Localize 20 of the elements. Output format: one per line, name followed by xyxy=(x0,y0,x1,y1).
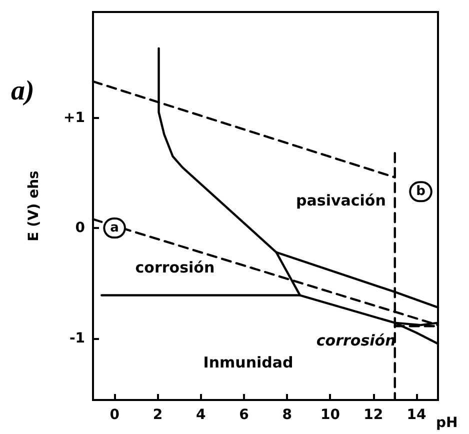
y-tick-label: +1 xyxy=(64,110,85,126)
annotation: a xyxy=(110,220,119,236)
y-axis-title: E (V) ehs xyxy=(26,170,42,242)
x-tick-label: 10 xyxy=(320,407,340,423)
x-tick-label: 6 xyxy=(239,407,249,423)
y-tick-label: 0 xyxy=(75,220,86,236)
text: a) xyxy=(11,76,34,106)
annotation: corrosión xyxy=(316,331,396,350)
x-tick-label: 0 xyxy=(110,407,120,423)
x-tick-label: 2 xyxy=(152,407,163,423)
annotation: Inmunidad xyxy=(203,354,294,372)
x-tick-label: 12 xyxy=(364,407,384,423)
y-tick-label: -1 xyxy=(69,330,85,346)
x-axis-title: pH xyxy=(436,415,458,431)
annotation: b xyxy=(416,184,426,200)
annotation: corrosión xyxy=(135,258,215,277)
x-tick-label: 4 xyxy=(196,407,206,423)
annotation: pasivación xyxy=(296,191,386,210)
x-tick-label: 14 xyxy=(406,407,426,423)
x-tick-label: 8 xyxy=(282,407,292,423)
